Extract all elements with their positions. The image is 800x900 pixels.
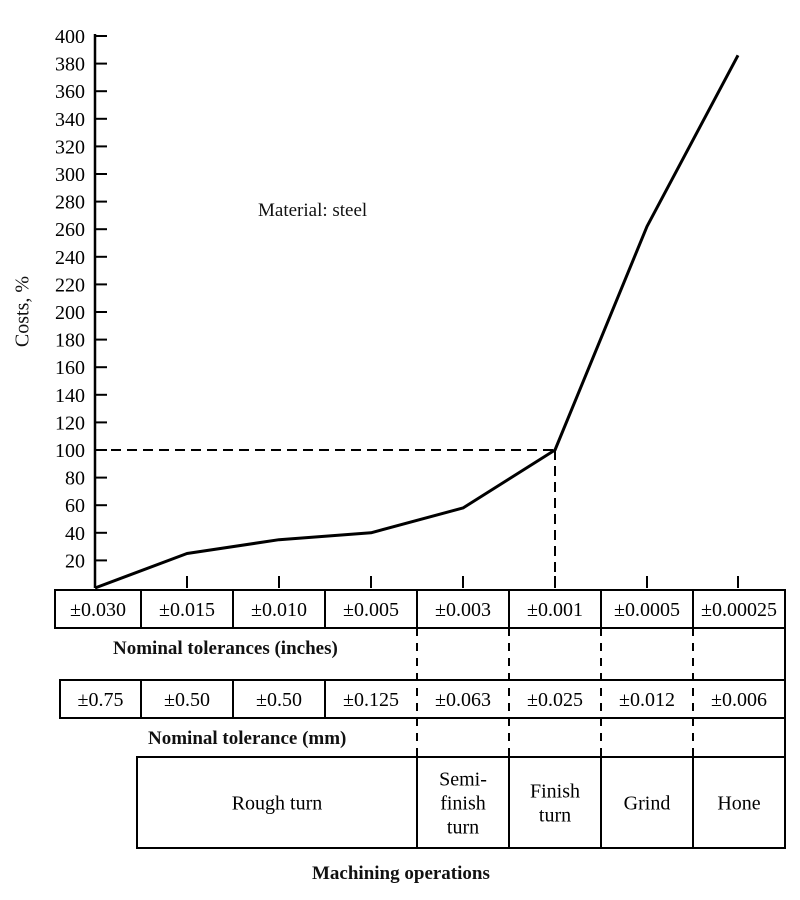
- inch-tolerance-cell: ±0.030: [70, 599, 126, 621]
- operation-cell-label: Hone: [717, 793, 760, 815]
- y-tick-label: 100: [55, 440, 85, 462]
- y-tick-label: 80: [65, 468, 85, 490]
- material-annotation: Material: steel: [258, 200, 368, 221]
- y-tick-label: 40: [65, 523, 85, 545]
- y-tick-label: 20: [65, 550, 85, 572]
- y-tick-label: 340: [55, 109, 85, 131]
- y-tick-label: 360: [55, 81, 85, 103]
- y-tick-label: 400: [55, 26, 85, 48]
- mm-tolerance-cell: ±0.025: [527, 689, 583, 711]
- operation-cell-label: Finish: [530, 781, 580, 803]
- y-axis: 20 40 60 80 100 120 140 160 180 200 220 240 260 280 30…: [55, 26, 107, 588]
- mm-tolerance-cell: ±0.125: [343, 689, 399, 711]
- y-tick-label: 320: [55, 136, 85, 158]
- y-tick-label: 240: [55, 247, 85, 269]
- x-axis-ticks: [186, 576, 739, 588]
- mm-tolerance-cell: ±0.012: [619, 689, 675, 711]
- mm-tolerance-cell: ±0.50: [256, 689, 302, 711]
- operation-cell-label: Semi-: [439, 769, 487, 791]
- inch-tolerance-cell: ±0.005: [343, 599, 399, 621]
- cost-line-series: [94, 54, 740, 590]
- reference-lines: [95, 449, 556, 588]
- y-tick-label: 180: [55, 330, 85, 352]
- mm-tolerance-cell: ±0.75: [78, 689, 124, 711]
- inches-row-label: Nominal tolerances (inches): [113, 638, 338, 659]
- x-axis-label: Machining operations: [312, 863, 490, 884]
- y-tick-label: 160: [55, 357, 85, 379]
- y-tick-label: 140: [55, 385, 85, 407]
- inch-tolerance-cell: ±0.015: [159, 599, 215, 621]
- operation-cell-label: Grind: [624, 793, 671, 815]
- inch-tolerance-cell: ±0.010: [251, 599, 307, 621]
- y-tick-label: 380: [55, 54, 85, 76]
- tolerance-tables: ±0.030 ±0.015 ±0.010 ±0.005 ±0.003 ±0.001 ±0.0…: [54, 589, 786, 849]
- mm-tolerance-cell: ±0.006: [711, 689, 767, 711]
- operation-cell-label: turn: [447, 817, 479, 839]
- y-tick-label: 280: [55, 192, 85, 214]
- inch-tolerance-cell: ±0.003: [435, 599, 491, 621]
- y-tick-label: 60: [65, 495, 85, 517]
- mm-row-label: Nominal tolerance (mm): [148, 728, 347, 749]
- mm-tolerance-cell: ±0.063: [435, 689, 491, 711]
- y-tick-label: 300: [55, 164, 85, 186]
- y-axis-label: Costs, %: [11, 275, 34, 348]
- operation-cell-label: Rough turn: [232, 793, 323, 815]
- y-tick-label: 200: [55, 302, 85, 324]
- inch-tolerance-cell: ±0.0005: [614, 599, 680, 621]
- inch-tolerance-cell: ±0.001: [527, 599, 583, 621]
- operation-cell-label: finish: [440, 793, 486, 815]
- y-tick-label: 220: [55, 274, 85, 296]
- y-tick-label: 260: [55, 219, 85, 241]
- mm-tolerance-cell: ±0.50: [164, 689, 210, 711]
- operation-cell-label: turn: [539, 805, 571, 827]
- inch-tolerance-cell: ±0.00025: [701, 599, 777, 621]
- y-tick-label: 120: [55, 412, 85, 434]
